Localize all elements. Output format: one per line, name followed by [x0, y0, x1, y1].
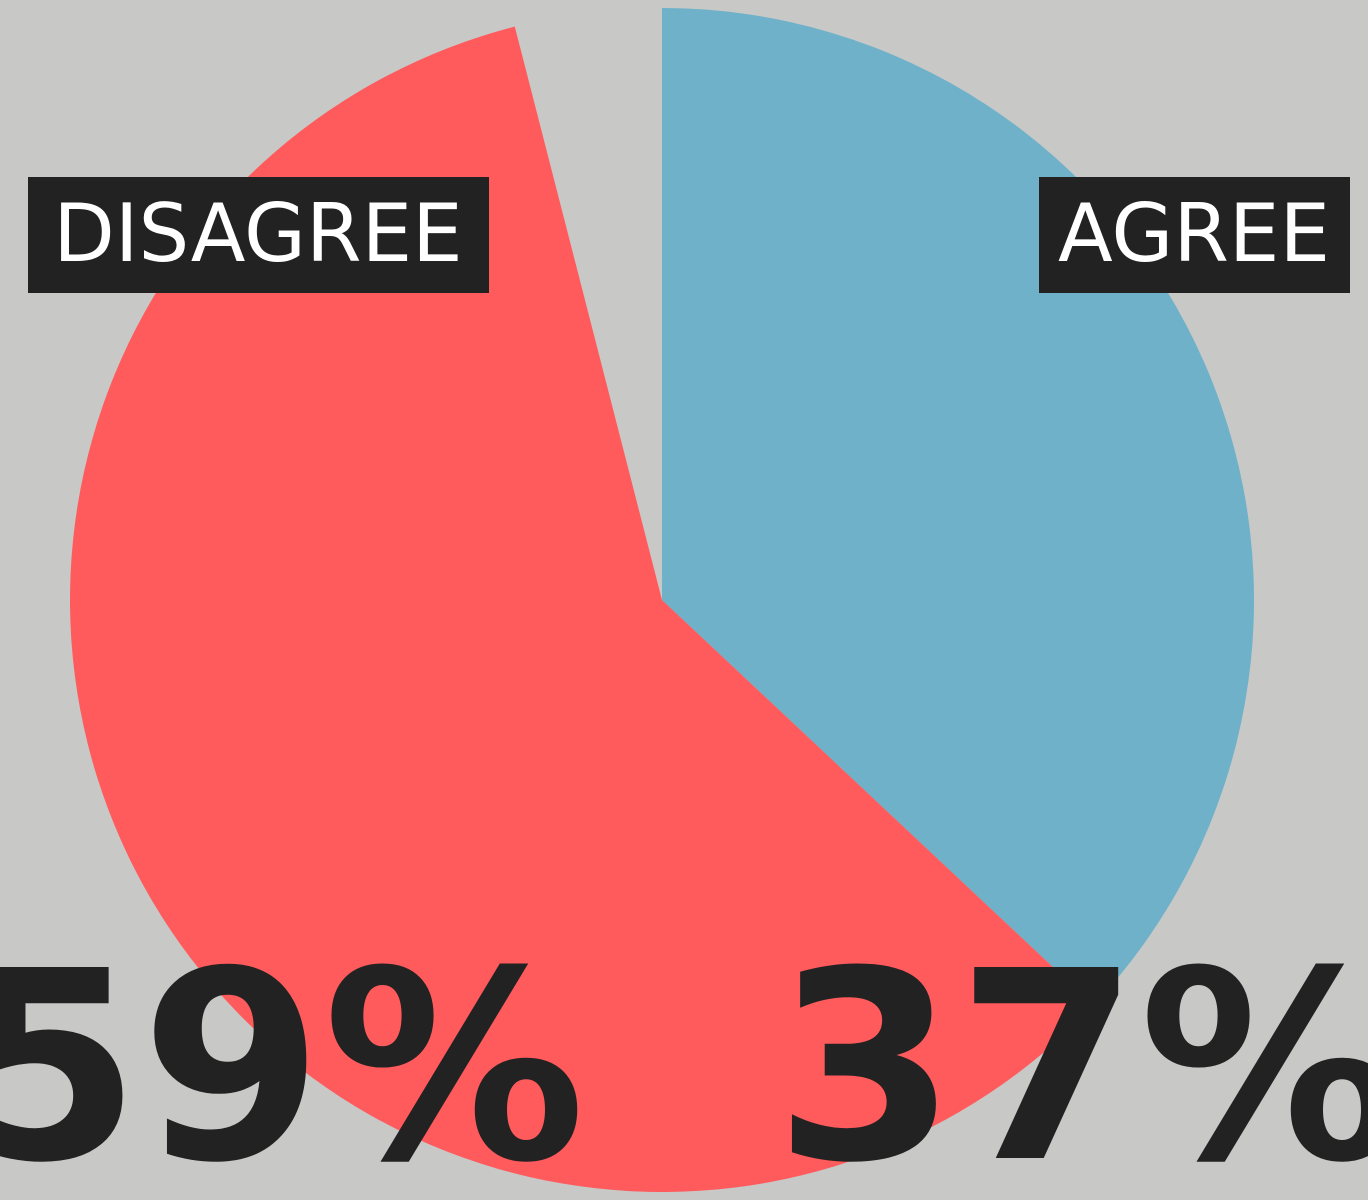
category-label: DISAGREE	[53, 187, 462, 280]
value-label: 37%	[774, 915, 1368, 1200]
chart: DISAGREE AGREE 59% 37%	[0, 0, 1368, 1200]
category-label: AGREE	[1058, 187, 1330, 280]
value-label: 59%	[0, 915, 586, 1200]
